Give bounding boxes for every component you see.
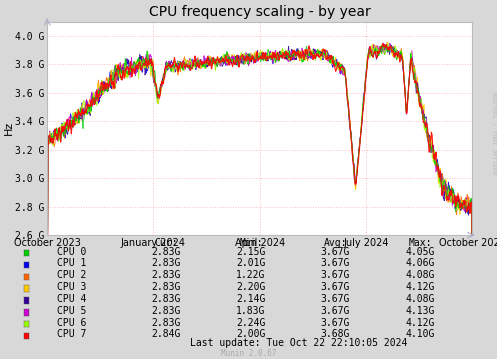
- Text: 2.01G: 2.01G: [236, 258, 266, 269]
- Text: 3.67G: 3.67G: [321, 282, 350, 292]
- Text: 4.08G: 4.08G: [405, 294, 435, 304]
- Text: CPU 5: CPU 5: [57, 306, 86, 316]
- Text: 1.22G: 1.22G: [236, 270, 266, 280]
- Text: 4.12G: 4.12G: [405, 318, 435, 328]
- Text: 2.20G: 2.20G: [236, 282, 266, 292]
- Text: 4.12G: 4.12G: [405, 282, 435, 292]
- Text: 4.06G: 4.06G: [405, 258, 435, 269]
- Text: 4.05G: 4.05G: [405, 247, 435, 257]
- Text: RRDTOOL / TOBI OETIKER: RRDTOOL / TOBI OETIKER: [491, 92, 496, 174]
- Text: Munin 2.0.67: Munin 2.0.67: [221, 349, 276, 358]
- Text: 3.67G: 3.67G: [321, 318, 350, 328]
- Text: 2.00G: 2.00G: [236, 330, 266, 340]
- Text: CPU 0: CPU 0: [57, 247, 86, 257]
- Text: 3.67G: 3.67G: [321, 306, 350, 316]
- Text: 2.83G: 2.83G: [152, 282, 181, 292]
- Text: 2.83G: 2.83G: [152, 247, 181, 257]
- Text: CPU 2: CPU 2: [57, 270, 86, 280]
- Text: 3.67G: 3.67G: [321, 258, 350, 269]
- Text: CPU 3: CPU 3: [57, 282, 86, 292]
- Title: CPU frequency scaling - by year: CPU frequency scaling - by year: [149, 5, 371, 19]
- Text: 3.67G: 3.67G: [321, 294, 350, 304]
- Text: 2.83G: 2.83G: [152, 258, 181, 269]
- Text: CPU 7: CPU 7: [57, 330, 86, 340]
- Text: 3.67G: 3.67G: [321, 270, 350, 280]
- Text: CPU 1: CPU 1: [57, 258, 86, 269]
- Text: 3.68G: 3.68G: [321, 330, 350, 340]
- Text: 2.83G: 2.83G: [152, 318, 181, 328]
- Text: Avg:: Avg:: [324, 238, 347, 248]
- Text: 2.83G: 2.83G: [152, 306, 181, 316]
- Text: 1.83G: 1.83G: [236, 306, 266, 316]
- Text: Last update: Tue Oct 22 22:10:05 2024: Last update: Tue Oct 22 22:10:05 2024: [189, 339, 407, 349]
- Text: 4.10G: 4.10G: [405, 330, 435, 340]
- Text: 2.24G: 2.24G: [236, 318, 266, 328]
- Text: 2.83G: 2.83G: [152, 294, 181, 304]
- Text: 4.13G: 4.13G: [405, 306, 435, 316]
- Text: 2.15G: 2.15G: [236, 247, 266, 257]
- Text: 4.08G: 4.08G: [405, 270, 435, 280]
- Text: Min:: Min:: [239, 238, 263, 248]
- Text: 2.84G: 2.84G: [152, 330, 181, 340]
- Text: Cur:: Cur:: [155, 238, 178, 248]
- Text: CPU 4: CPU 4: [57, 294, 86, 304]
- Text: CPU 6: CPU 6: [57, 318, 86, 328]
- Text: 2.83G: 2.83G: [152, 270, 181, 280]
- Text: 2.14G: 2.14G: [236, 294, 266, 304]
- Text: Max:: Max:: [408, 238, 432, 248]
- Text: 3.67G: 3.67G: [321, 247, 350, 257]
- Y-axis label: Hz: Hz: [3, 121, 14, 135]
